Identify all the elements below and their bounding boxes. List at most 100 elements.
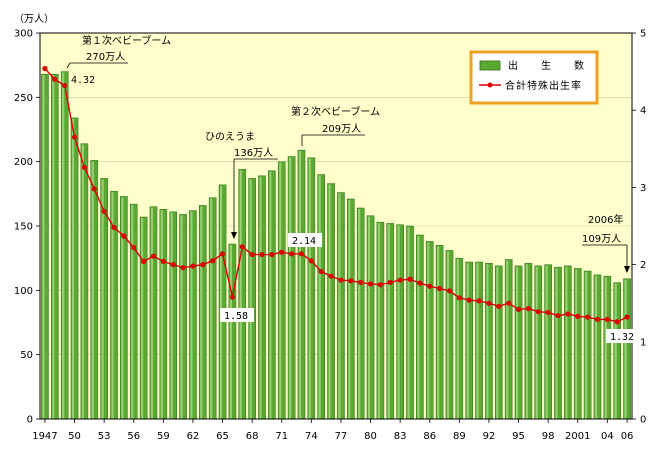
year2006-count: 109万人 [582,233,621,245]
births-bar-highlight [239,170,242,419]
births-bar-highlight [575,269,578,419]
births-bar-highlight [456,259,459,419]
fertility-point-1948 [52,76,58,82]
legend-fertility-label: 合計特殊出生率 [505,79,582,92]
fertility-point-1966 [229,294,235,300]
fertility-point-1951 [81,164,87,170]
x-tick-label: 83 [394,431,407,442]
births-bar-highlight [62,72,65,419]
x-tick-label: 89 [453,431,466,442]
x-tick-label: 50 [68,431,81,442]
births-bar-highlight [229,245,232,419]
births-bar-highlight [446,251,450,419]
births-bars [41,71,631,420]
births-bar-highlight [525,264,528,419]
births-bar-highlight [466,263,469,419]
births-bar-highlight [358,208,361,419]
x-axis-ticks: 1947 50 53 56 59 62 65 68 71 74 77 80 83 86 89 92 95 98 20… [32,419,633,442]
label-bg-1973 [288,233,322,247]
fertility-point-1974 [308,258,314,264]
fertility-point-1984 [407,276,413,282]
x-tick-label: 53 [98,431,111,442]
data-label-2006: 1.32 [610,332,634,343]
fertility-point-2006 [624,314,630,320]
births-bar-highlight [131,205,134,419]
x-tick-label: 95 [512,431,525,442]
births-bar-highlight [81,144,84,420]
boom1-count: 270万人 [86,51,125,63]
x-tick-label: 1947 [32,431,57,442]
births-bar-highlight [160,210,163,419]
x-tick-label: 2001 [565,431,590,442]
legend: 出 生 数 合計特殊出生率 [469,50,599,105]
fertility-point-1965 [219,251,226,257]
births-bar-highlight [71,118,75,420]
fertility-point-1957 [141,258,147,265]
fertility-point-1970 [269,251,275,258]
left-tick-label: 0 [27,415,33,426]
fertility-point-1952 [91,186,97,192]
left-tick-label: 150 [14,222,33,233]
fertility-point-1962 [190,263,196,269]
fertility-point-1958 [150,253,157,259]
x-tick-label: 65 [216,431,229,442]
fertility-point-2002 [585,314,591,320]
fertility-point-2000 [565,311,571,317]
births-bar-highlight [308,158,311,419]
right-tick-label: 3 [640,183,646,194]
fertility-point-1996 [525,306,532,312]
births-bar-highlight [111,192,114,419]
births-bar-highlight [535,266,538,419]
births-bar-highlight [269,171,272,419]
label-bg-1949 [69,73,99,85]
fertility-point-1964 [210,258,216,264]
left-tick-label: 250 [14,93,33,104]
fertility-point-1985 [417,280,423,286]
label-bg-1966 [220,308,254,322]
births-bar-highlight [210,198,213,419]
births-bar-highlight [604,277,607,419]
legend-box [469,50,599,105]
boom1-title: 第１次ベビーブーム [82,34,171,47]
fertility-point-1976 [328,273,334,279]
left-tick-label: 100 [14,286,33,297]
fertility-point-1997 [535,309,541,315]
fertility-point-1954 [111,224,117,231]
fertility-point-1983 [397,277,403,283]
grid-lines [40,97,632,355]
right-axis-ticks: 0 1 2 3 4 5 [632,29,646,426]
fertility-point-2001 [575,313,581,319]
annotations: 第１次ベビーブーム 270万人 ひのえうま 136万人 第２次ベビーブーム 20… [66,34,630,273]
fertility-point-1975 [318,268,324,275]
births-bar-highlight [42,75,45,419]
births-bar-highlight [397,225,400,419]
fertility-point-1955 [121,233,127,239]
births-bar-highlight [328,184,331,419]
x-tick-label: 59 [157,431,170,442]
x-tick-label: 68 [246,431,259,442]
boom2-title: 第２次ベビーブーム [291,105,380,118]
x-tick-label: 77 [335,431,348,442]
fertility-point-1956 [131,245,137,251]
fertility-point-1950 [71,134,78,140]
births-bar-highlight [259,176,262,419]
left-axis-ticks: 0 50 100 150 200 250 300 [14,29,40,426]
fertility-point-1973 [298,251,305,257]
births-bar-highlight [298,151,302,419]
x-tick-label: 92 [483,431,496,442]
right-tick-label: 2 [640,260,646,271]
births-bar-highlight [367,216,371,419]
x-tick-label: 80 [364,431,377,442]
fertility-point-1987 [437,285,443,292]
x-tick-label: 06 [621,431,634,442]
right-tick-label: 4 [640,106,646,117]
births-bar-highlight [200,206,203,419]
x-tick-label: 86 [423,431,436,442]
fertility-point-2005 [614,319,620,325]
x-tick-label: 04 [601,431,614,442]
births-bar-highlight [614,283,617,419]
boom1-pointer [66,62,71,69]
fertility-point-1972 [289,251,295,257]
fertility-point-1949 [62,82,68,89]
